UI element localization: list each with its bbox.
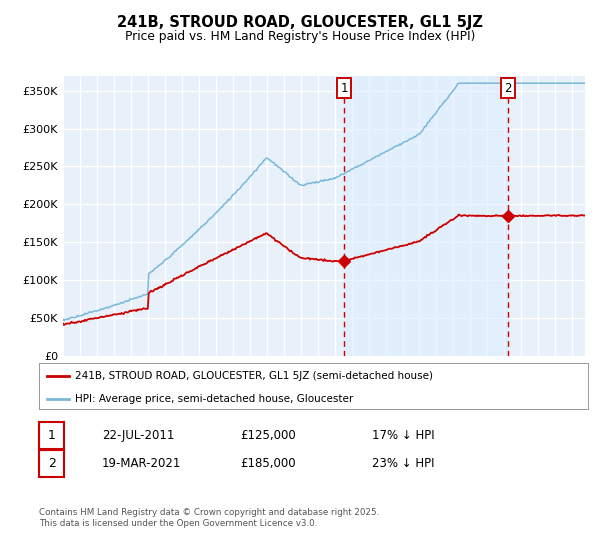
Text: HPI: Average price, semi-detached house, Gloucester: HPI: Average price, semi-detached house,… [74, 394, 353, 404]
Text: £125,000: £125,000 [240, 429, 296, 442]
Bar [344, 76, 508, 356]
Text: 1: 1 [47, 429, 56, 442]
Text: £185,000: £185,000 [240, 457, 296, 470]
Text: 22-JUL-2011: 22-JUL-2011 [102, 429, 175, 442]
Text: Contains HM Land Registry data © Crown copyright and database right 2025.
This d: Contains HM Land Registry data © Crown c… [39, 508, 379, 528]
Text: 241B, STROUD ROAD, GLOUCESTER, GL1 5JZ: 241B, STROUD ROAD, GLOUCESTER, GL1 5JZ [117, 15, 483, 30]
Text: 23% ↓ HPI: 23% ↓ HPI [372, 457, 434, 470]
Text: 241B, STROUD ROAD, GLOUCESTER, GL1 5JZ (semi-detached house): 241B, STROUD ROAD, GLOUCESTER, GL1 5JZ (… [74, 371, 433, 381]
Text: Price paid vs. HM Land Registry's House Price Index (HPI): Price paid vs. HM Land Registry's House … [125, 30, 475, 43]
Text: 2: 2 [505, 82, 512, 95]
Text: 17% ↓ HPI: 17% ↓ HPI [372, 429, 434, 442]
Text: 2: 2 [47, 457, 56, 470]
Text: 19-MAR-2021: 19-MAR-2021 [102, 457, 181, 470]
Text: 1: 1 [340, 82, 347, 95]
